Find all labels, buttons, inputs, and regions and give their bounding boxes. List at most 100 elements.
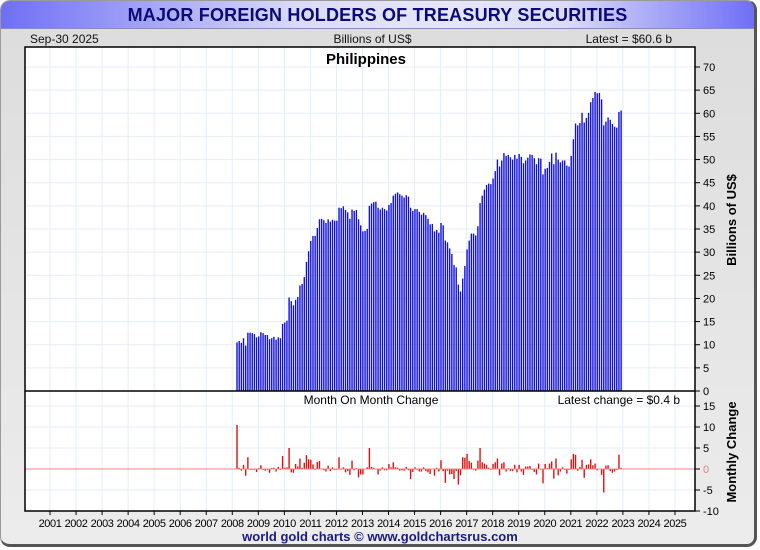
holding-bar [416, 209, 418, 391]
change-bar [403, 469, 405, 471]
holding-bar [377, 207, 379, 391]
x-tick-label: 2021 [559, 518, 582, 530]
change-bar [581, 459, 583, 469]
change-bar [481, 462, 483, 469]
holding-bar [425, 215, 427, 391]
change-bar [286, 467, 288, 469]
y-tick-label: 10 [703, 422, 715, 434]
holding-bar [386, 210, 388, 391]
x-tick-label: 2020 [533, 518, 556, 530]
change-bar [435, 467, 438, 469]
chart-title: MAJOR FOREIGN HOLDERS OF TREASURY SECURI… [127, 5, 628, 25]
change-bar [470, 462, 473, 469]
change-bar [468, 461, 470, 469]
change-bar [312, 464, 314, 469]
change-bar [394, 467, 397, 469]
holding-bar [501, 160, 503, 391]
holding-bar [396, 192, 399, 391]
change-bar [457, 469, 460, 485]
change-bar [533, 469, 536, 472]
holding-bar [405, 195, 407, 391]
holding-bar [481, 195, 483, 391]
holding-bar [247, 332, 249, 391]
change-bar [520, 469, 522, 472]
holding-bar [535, 164, 538, 391]
change-bar [475, 469, 477, 471]
change-bar [294, 463, 297, 469]
holding-bar [574, 123, 577, 392]
change-bar [509, 469, 512, 472]
change-bar [310, 459, 312, 469]
holding-bar [275, 339, 277, 391]
y-tick-label: 45 [703, 178, 715, 190]
change-bar [307, 459, 310, 469]
country-title: Philippines [326, 51, 406, 68]
change-bar [346, 469, 349, 472]
change-bar [422, 467, 425, 469]
change-bar [401, 469, 403, 471]
change-bar [496, 458, 499, 469]
holding-bar [370, 203, 373, 391]
change-bar [501, 463, 503, 469]
change-bar [566, 469, 568, 474]
change-bar [351, 460, 353, 469]
units-label: Billions of US$ [333, 32, 412, 46]
change-bar [325, 469, 327, 472]
plot-background [25, 47, 695, 511]
x-tick-label: 2022 [585, 518, 608, 530]
y-tick-label: 0 [703, 386, 709, 398]
holding-bar [420, 214, 423, 391]
change-bar [344, 469, 347, 473]
change-bar [557, 469, 559, 476]
holding-bar [607, 117, 609, 392]
change-bar [518, 464, 520, 469]
change-bar [418, 469, 420, 472]
x-tick-label: 2014 [377, 518, 400, 530]
holding-bar [524, 160, 527, 391]
holding-bar [357, 219, 360, 391]
change-bar [362, 469, 364, 475]
change-bar [516, 469, 518, 473]
holding-bar [492, 178, 494, 391]
change-bar [342, 467, 345, 469]
change-bar [611, 469, 614, 473]
holding-bar [407, 196, 410, 391]
change-bars [25, 424, 695, 493]
holding-bar [459, 291, 462, 391]
change-bar [373, 467, 375, 469]
holding-bar [583, 122, 585, 392]
holding-bar [360, 225, 362, 391]
change-bar [255, 469, 258, 472]
holding-bar [616, 127, 618, 392]
change-bar [585, 464, 588, 469]
holding-bar [566, 165, 568, 391]
holding-bar [307, 251, 310, 391]
holding-bar [301, 284, 303, 391]
change-bar [360, 469, 362, 475]
holding-bar [355, 210, 358, 391]
holding-bar [284, 322, 286, 391]
holding-bar [603, 125, 605, 391]
holding-bar [444, 240, 447, 391]
y-tick-label: 55 [703, 131, 715, 143]
holding-bar [470, 233, 473, 391]
holding-bar [236, 342, 238, 391]
footer-credit: world gold charts © www.goldchartsrus.co… [242, 529, 518, 544]
change-bar [327, 465, 329, 469]
change-bar [264, 469, 266, 471]
x-tick-label: 2005 [143, 518, 166, 530]
holding-bar [585, 117, 588, 392]
holding-bar [451, 253, 453, 391]
holding-bar [333, 220, 336, 391]
holding-bar [448, 248, 451, 391]
change-bar [409, 469, 412, 480]
holding-bar [516, 158, 518, 391]
change-bar [579, 466, 581, 469]
y-tick-label: 20 [703, 293, 715, 305]
y-tick-label: 35 [703, 224, 715, 236]
holding-bar [329, 221, 332, 391]
change-bar [303, 462, 305, 469]
y-axis-label-change: Monthly Change [724, 401, 739, 502]
holding-bar [286, 320, 288, 391]
holdings-bars [236, 91, 622, 392]
